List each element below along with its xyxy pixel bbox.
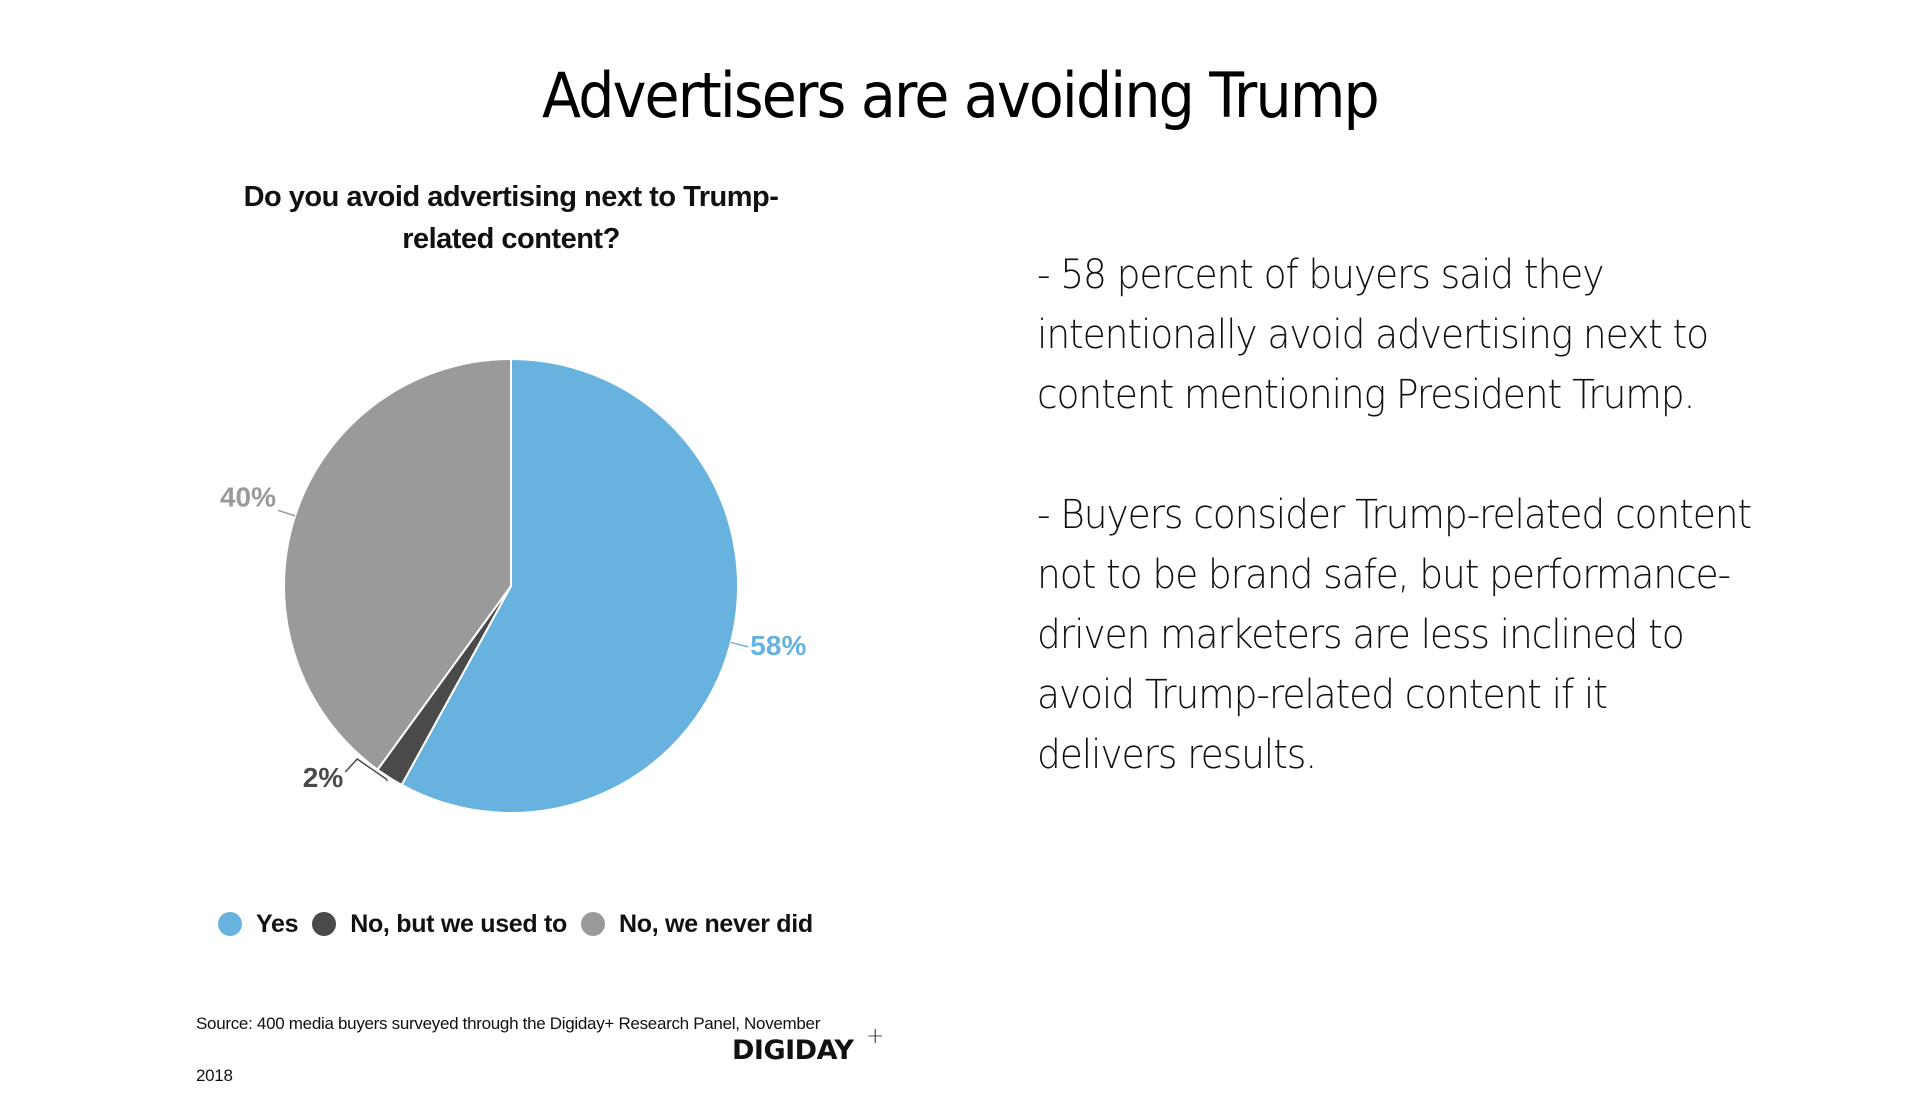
chart-title: Do you avoid advertising next to Trump- … <box>211 176 811 260</box>
legend-label-yes: Yes <box>256 909 299 938</box>
legend-swatch-never <box>581 912 606 936</box>
leader-line-never <box>277 509 296 517</box>
data-label-yes: 58% <box>750 630 806 661</box>
pie-slice-never <box>283 357 512 772</box>
digiday-plus-icon: + <box>866 1024 885 1049</box>
legend-swatch-used-to <box>312 912 337 936</box>
body-paragraph-2: - Buyers consider Trump-related content … <box>1037 492 1752 778</box>
leader-line-yes <box>730 641 749 648</box>
chart-title-line-2: related content? <box>402 223 620 255</box>
legend-item-yes: Yes <box>218 909 299 939</box>
slide-title: Advertisers are avoiding Trump <box>542 59 1380 132</box>
slide-body-text: - 58 percent of buyers said they intenti… <box>1037 245 1797 845</box>
data-label-used-to: 2% <box>303 762 344 793</box>
chart-title-line-1: Do you avoid advertising next to Trump- <box>243 181 779 213</box>
leader-line-used-to <box>344 758 388 782</box>
legend-label-used-to: No, but we used to <box>350 909 568 938</box>
chart-legend: Yes No, but we used to No, we never did <box>218 906 827 942</box>
pie-slice-yes <box>400 357 739 814</box>
pie-chart: 58% 2% 40% <box>220 357 806 814</box>
body-paragraph-1: - 58 percent of buyers said they intenti… <box>1037 252 1709 418</box>
legend-swatch-yes <box>218 912 242 936</box>
digiday-logo: DIGIDAY <box>732 1035 854 1066</box>
legend-label-never: No, we never did <box>619 909 813 938</box>
data-label-never: 40% <box>220 481 276 512</box>
legend-item-never: No, we never did <box>581 910 813 939</box>
source-line-1: Source: 400 media buyers surveyed throug… <box>196 1014 821 1033</box>
legend-item-used-to: No, but we used to <box>312 910 567 939</box>
